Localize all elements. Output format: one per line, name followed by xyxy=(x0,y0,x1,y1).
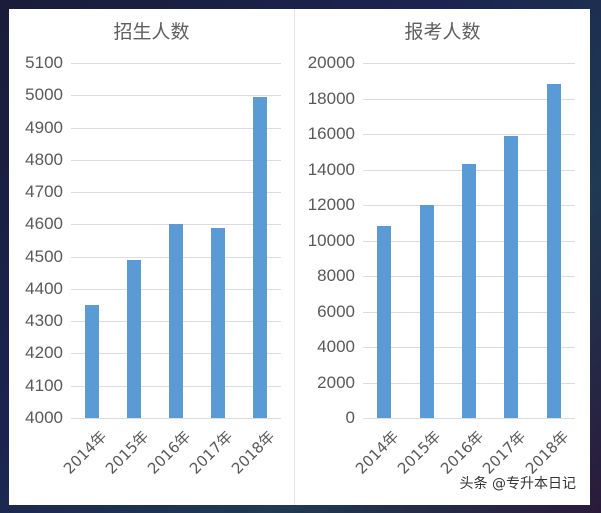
x-tick-label: 2018年 xyxy=(521,427,572,478)
y-tick-label: 14000 xyxy=(307,159,355,179)
chart-card: 招生人数 5100 5000 4900 4800 4700 4600 4500 4400 430… xyxy=(9,9,590,505)
x-tick-label: 2016年 xyxy=(143,427,195,478)
plot-area: 20000 18000 16000 14000 12000 10000 8000 6000 40… xyxy=(308,53,575,478)
x-tick-label: 2018年 xyxy=(227,427,279,478)
gridline xyxy=(71,192,281,194)
bar-2018年 xyxy=(546,84,561,418)
y-tick-label: 2000 xyxy=(317,372,355,392)
x-tick-label: 2017年 xyxy=(185,427,237,478)
chart-title: 招生人数 xyxy=(113,21,190,43)
y-tick-label: 16000 xyxy=(307,124,355,143)
x-tick-label: 2016年 xyxy=(436,427,488,478)
bar-2014年 xyxy=(377,226,392,418)
gridline xyxy=(71,159,281,161)
y-tick-label: 12000 xyxy=(307,195,355,214)
y-tick-label: 4200 xyxy=(25,343,63,363)
y-tick-label: 4400 xyxy=(25,278,63,298)
gridline xyxy=(363,418,575,419)
bar-2017年 xyxy=(504,135,519,418)
x-tick-label: 2015年 xyxy=(101,427,153,478)
x-tick-label: 2015年 xyxy=(394,427,445,478)
y-tick-label: 8000 xyxy=(317,266,355,285)
watermark: 头条 @专升本日记 xyxy=(459,476,576,492)
y-tick-label: 4300 xyxy=(25,311,63,331)
y-tick-label: 5100 xyxy=(25,53,63,72)
y-tick-label: 4100 xyxy=(25,375,63,395)
gridline xyxy=(363,63,575,64)
bar-2015年 xyxy=(419,205,434,418)
x-tick-label: 2014年 xyxy=(59,427,111,478)
gridline xyxy=(71,127,281,129)
bar-2016年 xyxy=(462,164,476,418)
bar-2016年 xyxy=(169,224,183,418)
y-tick-label: 5000 xyxy=(25,85,63,105)
bar-2017年 xyxy=(211,227,225,418)
y-tick-label: 4800 xyxy=(25,149,63,169)
bar-2018年 xyxy=(253,96,267,418)
y-tick-label: 18000 xyxy=(307,88,355,108)
x-tick-label: 2014年 xyxy=(352,427,403,478)
y-tick-label: 4500 xyxy=(25,246,63,266)
chart-title: 报考人数 xyxy=(404,21,481,43)
enrollment-chart: 招生人数 5100 5000 4900 4800 4700 4600 4500 4400 430… xyxy=(9,9,294,505)
y-tick-label: 4900 xyxy=(25,117,63,137)
bar-2015年 xyxy=(127,259,141,418)
x-tick-label: 2017年 xyxy=(479,427,530,478)
y-tick-label: 0 xyxy=(345,408,355,427)
gridline xyxy=(363,98,575,100)
plot-area: 5100 5000 4900 4800 4700 4600 4500 4400 4300 4200… xyxy=(25,53,281,478)
y-tick-label: 4000 xyxy=(317,337,355,356)
y-tick-label: 6000 xyxy=(317,301,355,321)
gridline xyxy=(71,418,281,419)
y-tick-label: 10000 xyxy=(307,230,355,250)
y-tick-label: 4600 xyxy=(25,214,63,234)
y-tick-label: 20000 xyxy=(307,53,355,72)
panel-divider xyxy=(294,9,295,505)
applicants-chart: 报考人数 20000 18000 16000 14000 12000 10000 8000 6… xyxy=(295,9,590,505)
y-tick-label: 4000 xyxy=(25,408,63,427)
y-tick-label: 4700 xyxy=(25,182,63,202)
bar-2014年 xyxy=(85,305,99,418)
gridline xyxy=(71,63,281,64)
gridline xyxy=(363,134,575,135)
gridline xyxy=(71,95,281,97)
